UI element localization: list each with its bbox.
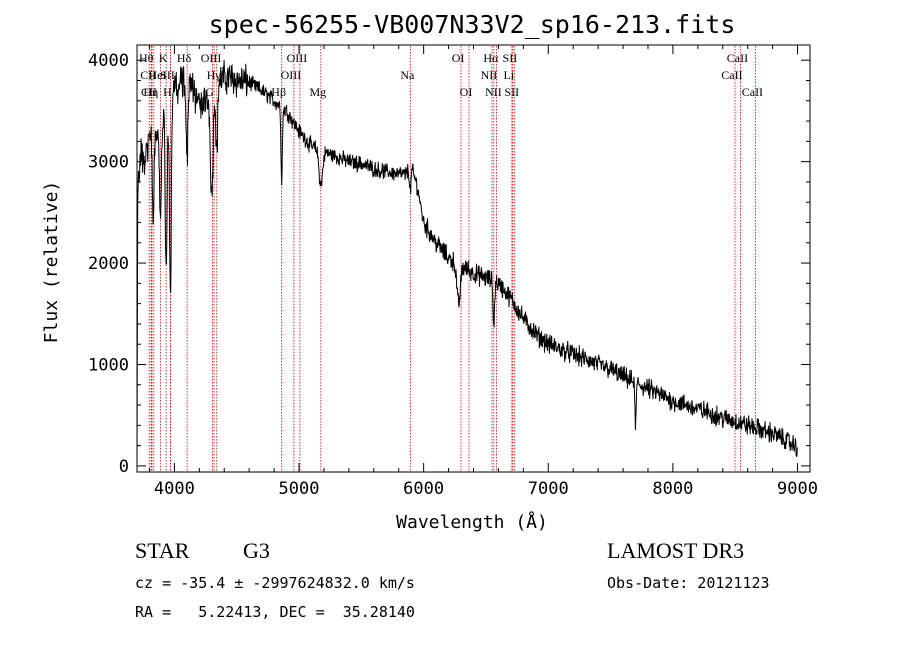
line-label: CaII — [742, 85, 763, 99]
spectrum-line — [136, 60, 798, 464]
spectral-subclass: G3 — [243, 538, 270, 563]
line-label: SII — [160, 68, 175, 82]
survey-name: LAMOST DR3 — [607, 538, 745, 563]
line-label: OI — [452, 51, 465, 65]
spectrum — [136, 60, 798, 464]
line-label: Hη — [143, 85, 158, 99]
y-tick-label: 4000 — [88, 51, 129, 71]
line-label: OIII — [287, 51, 308, 65]
line-label: HeI — [148, 68, 166, 82]
line-label: Hδ — [177, 51, 192, 65]
y-tick-label: 0 — [119, 457, 129, 477]
line-label: Li — [504, 68, 515, 82]
y-axis-label: Flux (relative) — [41, 181, 62, 344]
chart-title: spec-56255-VB007N33V2_sp16-213.fits — [209, 10, 736, 39]
x-tick-label: 8000 — [652, 479, 693, 499]
line-label: Mg — [309, 85, 326, 99]
coordinates: RA = 5.22413, DEC = 35.28140 — [135, 603, 415, 621]
line-label: SII — [503, 51, 518, 65]
line-label: H — [163, 85, 172, 99]
line-label: OI — [460, 85, 473, 99]
line-label: CII — [140, 68, 156, 82]
line-label: SII — [504, 85, 519, 99]
line-label: Hβ — [271, 85, 286, 99]
line-label: NII — [485, 85, 502, 99]
line-label: CII — [141, 85, 157, 99]
x-axis-label: Wavelength (Å) — [396, 511, 548, 533]
object-class: STAR — [135, 538, 190, 563]
line-label: Na — [400, 68, 415, 82]
axes: 4000 5000 6000 7000 8000 9000 0 1000 2000 3000 400… — [88, 45, 818, 499]
line-label: OIII — [201, 51, 222, 65]
x-tick-label: 7000 — [528, 479, 569, 499]
line-label: Hγ — [207, 68, 222, 82]
redshift-info: cz = -35.4 ± -2997624832.0 km/s — [135, 574, 415, 592]
line-markers — [148, 46, 756, 471]
y-tick-label: 2000 — [88, 254, 129, 274]
x-tick-label: 9000 — [777, 479, 818, 499]
observation-date: Obs-Date: 20121123 — [607, 574, 770, 592]
x-tick-label: 4000 — [154, 479, 195, 499]
line-label: NII — [481, 68, 498, 82]
line-label: K — [159, 51, 168, 65]
plot-frame — [136, 44, 811, 473]
line-label: OIII — [281, 68, 302, 82]
y-tick-label: 3000 — [88, 153, 129, 173]
line-label: CaII — [721, 68, 742, 82]
line-label: CaII — [727, 51, 748, 65]
line-label: G — [205, 85, 214, 99]
y-tick-label: 1000 — [88, 355, 129, 375]
line-label: Hθ — [139, 51, 154, 65]
x-tick-label: 6000 — [403, 479, 444, 499]
line-label: Hα — [483, 51, 499, 65]
x-tick-label: 5000 — [279, 479, 320, 499]
